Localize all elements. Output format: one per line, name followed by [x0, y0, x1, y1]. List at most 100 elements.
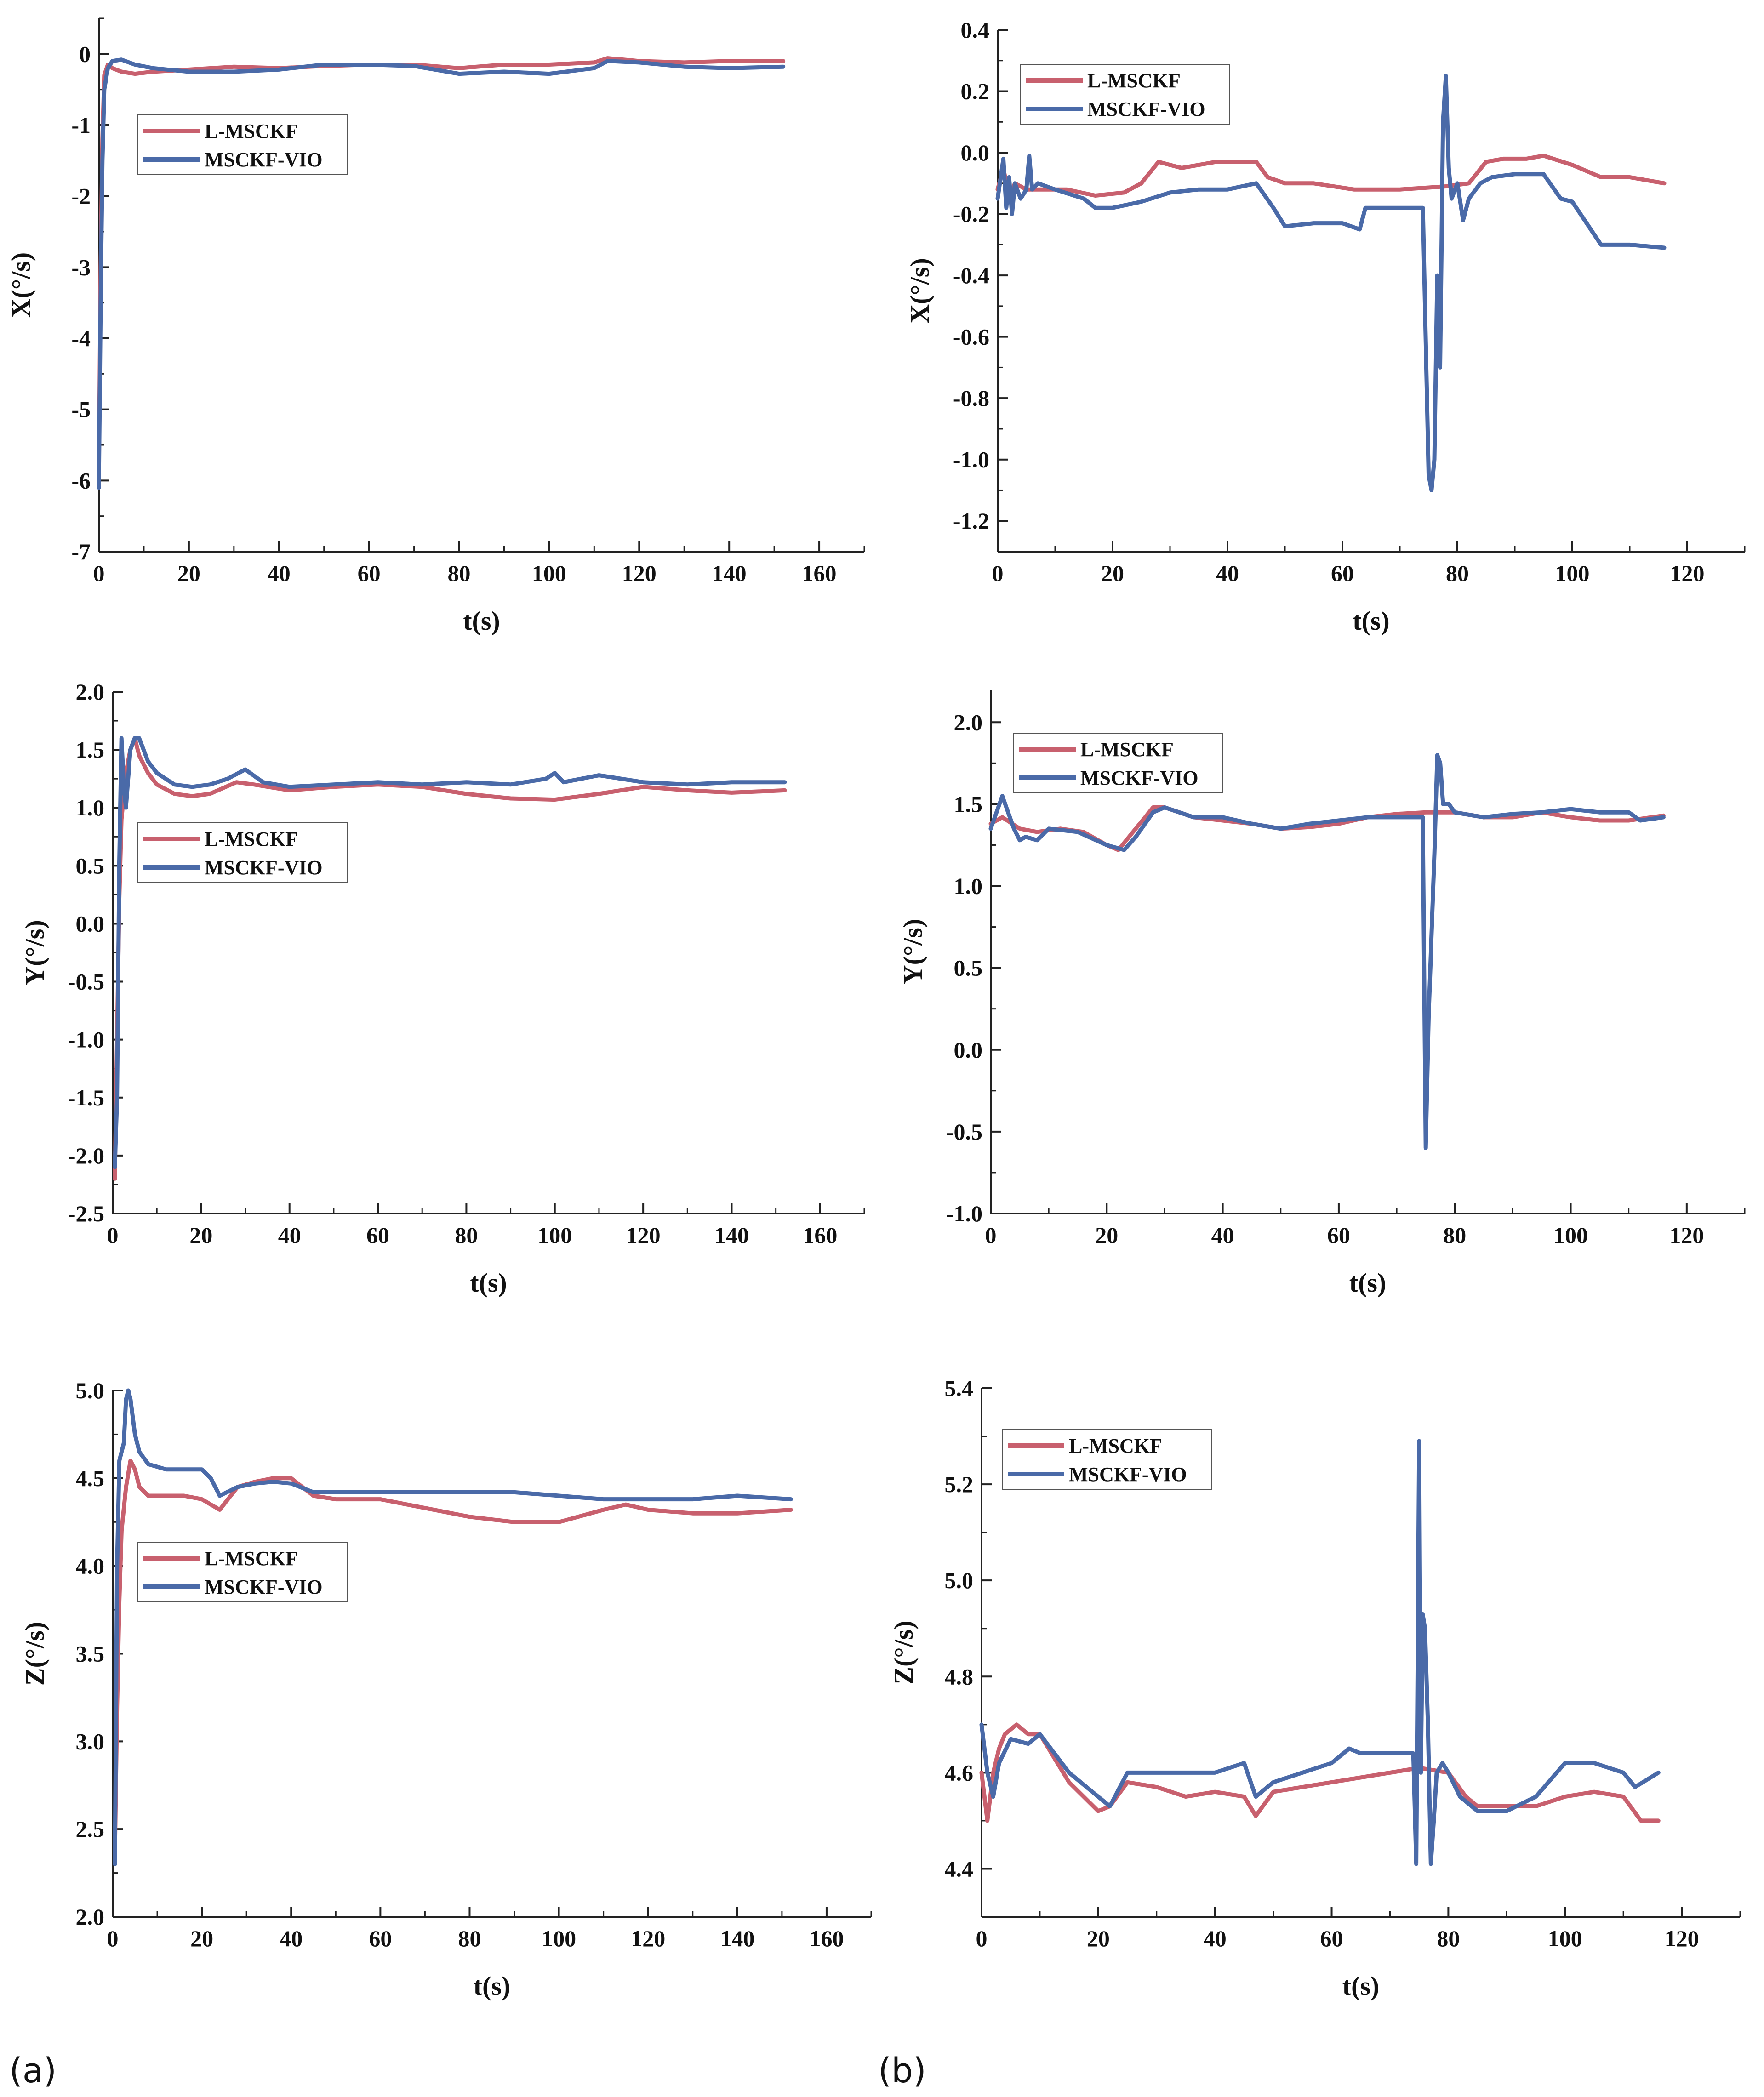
- y-tick-label: 4.6: [945, 1760, 974, 1785]
- y-tick-label: -0.5: [68, 969, 104, 995]
- x-tick-label: 160: [802, 560, 837, 586]
- legend-box: [1020, 64, 1230, 125]
- chart-a-x: 0 20 40 60 80 100 120 140 160 -7 -6 -5 -4 -3 -2 -1 0 t(s)…: [6, 17, 865, 636]
- legend: L-MSCKF MSCKF-VIO: [1002, 1429, 1212, 1490]
- y-tick-label: -1.2: [953, 508, 989, 534]
- y-tick-label: 0.5: [76, 853, 105, 878]
- y-tick-label: -0.4: [953, 262, 989, 288]
- y-tick-label: 3.5: [76, 1641, 105, 1667]
- x-axis-label: t(s): [1353, 606, 1390, 636]
- x-tick-label: 80: [458, 1926, 481, 1951]
- y-tick-label: 5.4: [945, 1375, 974, 1401]
- x-tick-label: 60: [358, 560, 381, 586]
- y-tick-label: 0.0: [76, 911, 105, 936]
- y-axis-label: Z(°/s): [889, 1620, 919, 1684]
- y-tick-label: 1.0: [76, 795, 105, 821]
- legend-box: [137, 114, 348, 175]
- x-tick-label: 80: [1437, 1926, 1460, 1951]
- series-line-msckf-vio: [97, 57, 786, 490]
- y-axis-label: X(°/s): [6, 252, 36, 318]
- x-tick-label: 0: [107, 1926, 119, 1951]
- legend: L-MSCKF MSCKF-VIO: [137, 822, 348, 883]
- legend-label: MSCKF-VIO: [1087, 98, 1205, 120]
- x-tick-label: 100: [1553, 1222, 1588, 1248]
- x-tick-label: 120: [1670, 560, 1705, 586]
- x-tick-label: 40: [280, 1926, 303, 1951]
- y-tick-label: -2.5: [68, 1201, 104, 1226]
- chart-a-y: 0 20 40 60 80 100 120 140 160 -2.5 -2.0 -1.5 -1.0 -0.…: [20, 679, 865, 1298]
- y-tick-label: -0.8: [953, 385, 989, 411]
- y-tick-label: -6: [71, 467, 91, 493]
- y-tick-label: -4: [71, 325, 91, 351]
- x-tick-label: 40: [1204, 1926, 1227, 1951]
- x-tick-label: 20: [177, 560, 200, 586]
- x-tick-label: 40: [1211, 1222, 1234, 1248]
- y-tick-label: 0.0: [961, 140, 990, 165]
- legend-label: L-MSCKF: [205, 828, 298, 850]
- series-line-msckf-vio: [995, 74, 1667, 492]
- y-axis-label: X(°/s): [905, 258, 935, 323]
- panel-label-b: (b): [878, 2051, 926, 2091]
- legend-box: [1002, 1429, 1212, 1490]
- x-axis-label: t(s): [474, 1971, 511, 2001]
- legend-label: MSCKF-VIO: [205, 1576, 323, 1598]
- series-line-msckf-vio: [979, 1439, 1661, 1866]
- x-axis-label: t(s): [470, 1268, 507, 1298]
- x-tick-label: 20: [1095, 1222, 1118, 1248]
- legend-box: [1013, 733, 1223, 793]
- x-tick-label: 60: [369, 1926, 392, 1951]
- x-tick-label: 100: [532, 560, 566, 586]
- x-tick-label: 160: [803, 1222, 837, 1248]
- y-tick-label: -1: [71, 112, 91, 138]
- x-tick-label: 120: [622, 560, 657, 586]
- chart-b-z: 0 20 40 60 80 100 120 4.4 4.6 4.8 5.0 5.2 5.4 t(s) Z(°…: [889, 1375, 1741, 2001]
- legend: L-MSCKF MSCKF-VIO: [1020, 64, 1230, 125]
- legend-label: L-MSCKF: [1087, 69, 1181, 92]
- x-tick-label: 160: [809, 1926, 844, 1951]
- y-tick-label: -3: [71, 254, 91, 280]
- y-tick-label: 0.0: [954, 1037, 983, 1063]
- y-tick-label: -0.6: [953, 324, 989, 350]
- chart-b-x: 0 20 40 60 80 100 120 -1.2 -1.0 -0.8 -0.6 -0.4 -0.2 0…: [905, 17, 1746, 636]
- x-tick-label: 80: [448, 560, 471, 586]
- x-axis-label: t(s): [1349, 1268, 1387, 1298]
- x-tick-label: 80: [455, 1222, 478, 1248]
- x-tick-label: 100: [537, 1222, 572, 1248]
- y-tick-label: -0.2: [953, 201, 989, 227]
- x-tick-label: 20: [190, 1926, 213, 1951]
- panel-label-a: (a): [9, 2051, 57, 2091]
- y-tick-label: -2: [71, 183, 91, 209]
- x-tick-label: 40: [278, 1222, 301, 1248]
- legend-label: L-MSCKF: [205, 120, 298, 142]
- x-tick-label: 60: [1320, 1926, 1343, 1951]
- y-tick-label: 0.2: [961, 79, 990, 104]
- series-line-l-msckf: [995, 154, 1667, 201]
- x-tick-label: 100: [1555, 560, 1590, 586]
- y-tick-label: -1.0: [946, 1201, 982, 1226]
- x-tick-label: 0: [976, 1926, 988, 1951]
- y-tick-label: 0.4: [961, 17, 990, 43]
- x-axis-label: t(s): [1342, 1971, 1380, 2001]
- x-tick-label: 0: [107, 1222, 119, 1248]
- y-tick-label: 4.0: [76, 1553, 105, 1579]
- legend: L-MSCKF MSCKF-VIO: [1013, 733, 1223, 793]
- x-tick-label: 120: [1669, 1222, 1704, 1248]
- x-tick-label: 140: [712, 560, 747, 586]
- series-line-msckf-vio: [988, 753, 1666, 1150]
- x-tick-label: 40: [1216, 560, 1239, 586]
- y-tick-label: 4.4: [945, 1856, 974, 1881]
- x-tick-label: 120: [1665, 1926, 1699, 1951]
- x-tick-label: 0: [93, 560, 105, 586]
- y-tick-label: 4.8: [945, 1664, 974, 1689]
- y-tick-label: 3.0: [76, 1728, 105, 1754]
- series-line-l-msckf: [113, 1459, 793, 1858]
- x-tick-label: 100: [542, 1926, 576, 1951]
- series-line-msckf-vio: [113, 1388, 793, 1866]
- legend-label: MSCKF-VIO: [1069, 1463, 1187, 1486]
- y-axis-label: Z(°/s): [20, 1622, 50, 1686]
- legend-box: [137, 822, 348, 883]
- y-tick-label: 1.0: [954, 873, 983, 899]
- y-tick-label: -2.0: [68, 1143, 104, 1168]
- y-tick-label: 5.0: [76, 1378, 105, 1403]
- y-tick-label: -1.5: [68, 1085, 104, 1111]
